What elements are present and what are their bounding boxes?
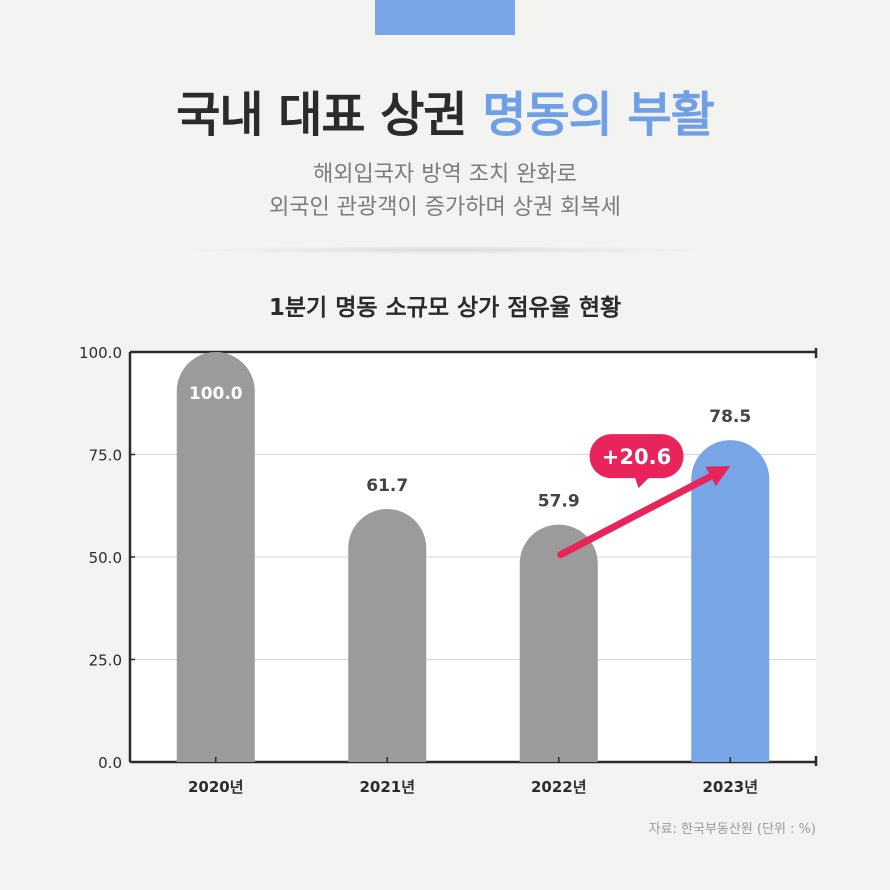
x-tick-label: 2023년: [702, 778, 758, 796]
change-badge: [589, 434, 684, 479]
increase-arrow-head: [705, 466, 731, 487]
title-highlight: 명동의 부활: [482, 87, 715, 143]
x-tick-label: 2020년: [188, 778, 244, 796]
y-tick-label: 75.0: [89, 447, 122, 465]
top-accent-tab: [375, 0, 515, 35]
x-tick-label: 2022년: [531, 778, 587, 796]
page-title: 국내 대표 상권 명동의 부활: [0, 75, 890, 145]
y-tick-label: 50.0: [89, 549, 122, 567]
subtitle-line-1: 해외입국자 방역 조치 완화로: [313, 162, 577, 187]
bar-value-label: 78.5: [709, 407, 751, 427]
subtitle-line-2: 외국인 관광객이 증가하며 상권 회복세: [269, 195, 621, 220]
bar: [176, 352, 255, 762]
y-tick-label: 25.0: [89, 652, 122, 670]
bar-value-label: 61.7: [366, 476, 408, 496]
divider-shadow: [180, 246, 710, 254]
y-tick-label: 0.0: [98, 754, 122, 772]
bar-value-label: 100.0: [189, 384, 243, 404]
bar: [519, 524, 598, 762]
bar: [691, 440, 770, 762]
x-tick-label: 2021년: [359, 778, 415, 796]
change-badge-label: +20.6: [602, 445, 671, 469]
bar-value-label: 57.9: [538, 492, 580, 512]
page-subtitle: 해외입국자 방역 조치 완화로 외국인 관광객이 증가하며 상권 회복세: [0, 158, 890, 224]
change-badge-tail: [634, 476, 651, 489]
bar: [348, 509, 427, 762]
title-main: 국내 대표 상권: [176, 87, 483, 143]
y-tick-label: 100.0: [79, 344, 122, 362]
chart-title: 1분기 명동 소규모 상가 점유율 현황: [268, 295, 622, 321]
increase-arrow-line: [557, 472, 715, 559]
source-note: 자료: 한국부동산원 (단위 : %): [648, 822, 816, 837]
